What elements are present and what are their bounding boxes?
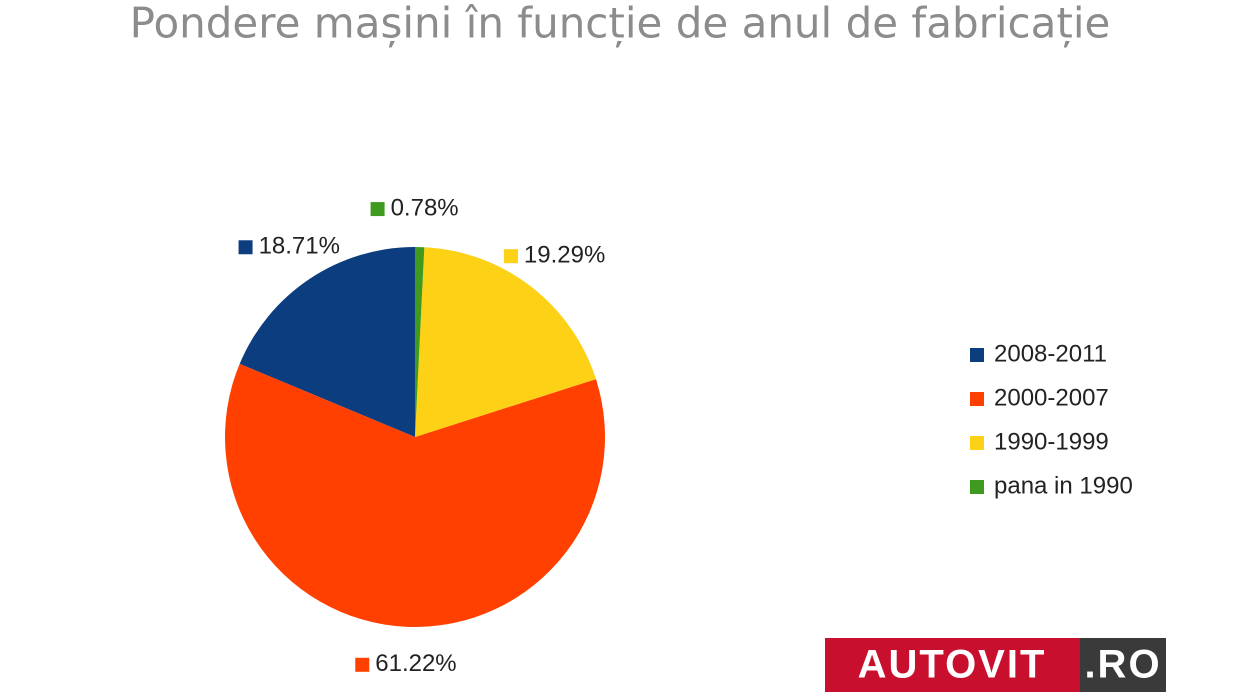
pie-slice (415, 247, 425, 437)
logo-text: AUTOVIT (858, 643, 1047, 687)
pie-slice (415, 247, 596, 437)
data-label: 18.71% (259, 233, 340, 260)
pie-slice (225, 363, 605, 627)
data-label: 61.22% (375, 650, 456, 677)
data-label: 19.29% (524, 242, 605, 269)
label-swatch (503, 249, 518, 264)
legend-label: pana in 1990 (994, 472, 1133, 499)
logo-text: .RO (1084, 643, 1161, 687)
label-swatch (355, 657, 370, 672)
logo-box (1080, 638, 1166, 692)
data-label: 0.78% (391, 194, 459, 221)
legend-swatch (970, 348, 984, 362)
legend-swatch (970, 436, 984, 450)
legend-swatch (970, 480, 984, 494)
legend-label: 1990-1999 (994, 428, 1109, 455)
legend-label: 2000-2007 (994, 384, 1109, 411)
chart-title: Pondere mașini în funcție de anul de fab… (130, 0, 1111, 48)
label-swatch (370, 202, 385, 217)
logo-box (825, 638, 1080, 692)
logo: AUTOVIT .RO (825, 638, 1166, 692)
legend-label: 2008-2011 (994, 340, 1107, 367)
legend-swatch (970, 392, 984, 406)
pie-slice (239, 247, 415, 437)
label-swatch (238, 240, 253, 255)
